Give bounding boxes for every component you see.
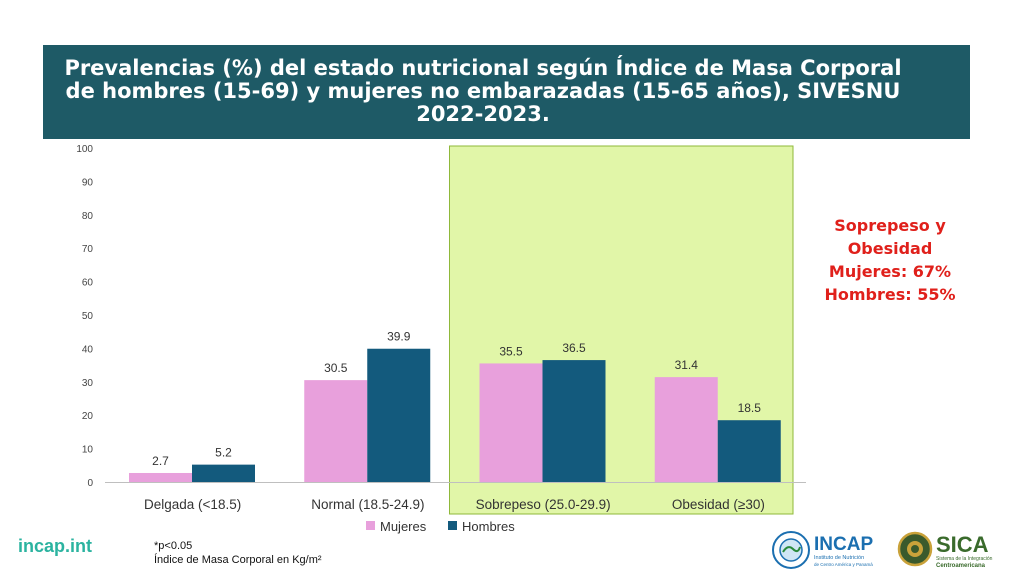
y-tick-label: 90 — [82, 177, 94, 188]
y-tick-label: 30 — [82, 378, 94, 389]
category-label: Obesidad (≥30) — [672, 497, 765, 512]
incap-subtitle-1: Instituto de Nutrición — [814, 555, 864, 561]
legend-swatch-hombres — [448, 521, 457, 530]
bar-hombres — [542, 360, 606, 482]
incap-logo: INCAP Instituto de Nutrición de Centro A… — [772, 531, 873, 569]
footnote-units: Índice de Masa Corporal en Kg/m² — [154, 554, 322, 566]
y-tick-label: 60 — [82, 278, 94, 289]
bar-hombres — [192, 464, 255, 482]
sica-subtitle-2: Centroamericana — [936, 563, 986, 569]
title-line-2: de hombres (15-69) y mujeres no embaraza… — [65, 79, 901, 103]
category-label: Delgada (<18.5) — [144, 497, 241, 512]
site-link[interactable]: incap.int — [18, 536, 93, 556]
bar-hombres — [717, 420, 781, 482]
footnote-significance: *p<0.05 — [154, 540, 193, 552]
title-line-1: Prevalencias (%) del estado nutricional … — [64, 56, 902, 80]
footnotes: *p<0.05 Índice de Masa Corporal en Kg/m² — [154, 539, 322, 567]
sica-name: SICA — [936, 532, 989, 557]
category-label: Normal (18.5-24.9) — [311, 497, 424, 512]
side-note: Soprepeso y Obesidad Mujeres: 67% Hombre… — [815, 214, 965, 306]
data-label: 2.7 — [152, 454, 169, 468]
bar-mujeres — [304, 380, 368, 482]
y-tick-label: 10 — [82, 445, 94, 456]
legend-label-hombres: Hombres — [462, 519, 515, 534]
legend-label-mujeres: Mujeres — [380, 519, 427, 534]
sica-subtitle-1: Sistema de la Integración — [936, 556, 993, 562]
data-label: 35.5 — [499, 344, 523, 358]
side-note-line-3: Mujeres: 67% — [828, 262, 952, 281]
incap-name: INCAP — [814, 534, 873, 555]
side-note-line-1: Soprepeso y — [834, 216, 946, 235]
bar-mujeres — [479, 363, 543, 482]
incap-subtitle-2: de Centro América y Panamá — [814, 562, 873, 567]
logos: INCAP Instituto de Nutrición de Centro A… — [772, 531, 993, 569]
data-label: 30.5 — [324, 361, 348, 375]
data-label: 18.5 — [738, 401, 762, 415]
y-tick-label: 100 — [76, 144, 93, 155]
bar-mujeres — [654, 377, 718, 482]
y-tick-label: 20 — [82, 411, 94, 422]
sica-logo: SICA Sistema de la Integración Centroame… — [897, 531, 993, 569]
data-label: 39.9 — [387, 330, 411, 344]
y-tick-label: 0 — [87, 478, 93, 489]
y-tick-label: 50 — [82, 311, 94, 322]
bar-hombres — [367, 348, 431, 482]
side-note-line-2: Obesidad — [847, 239, 933, 258]
data-label: 31.4 — [675, 358, 699, 372]
side-note-line-4: Hombres: 55% — [824, 285, 956, 304]
category-label: Sobrepeso (25.0-29.9) — [476, 497, 611, 512]
chart-title: Prevalencias (%) del estado nutricional … — [43, 57, 923, 126]
title-line-3: 2022-2023. — [416, 102, 550, 126]
bar-mujeres — [129, 472, 192, 482]
data-label: 5.2 — [215, 446, 232, 460]
legend-swatch-mujeres — [366, 521, 375, 530]
y-tick-label: 40 — [82, 344, 94, 355]
y-tick-label: 80 — [82, 211, 94, 222]
title-banner — [43, 45, 970, 139]
y-tick-label: 70 — [82, 244, 94, 255]
data-label: 36.5 — [562, 341, 586, 355]
